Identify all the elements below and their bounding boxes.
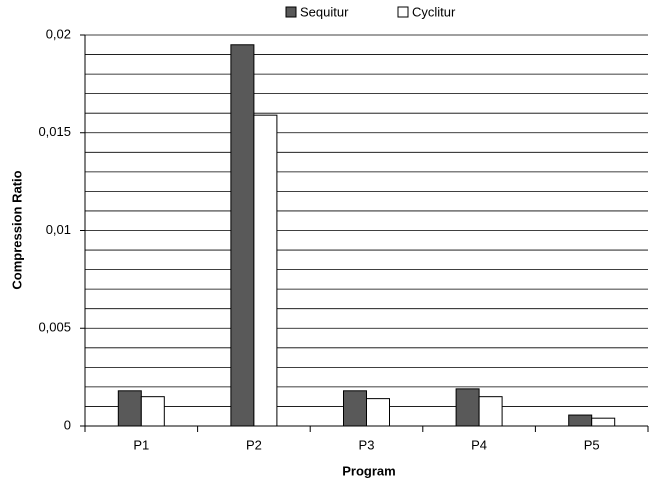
- legend-swatch: [285, 6, 297, 18]
- legend-swatch: [397, 6, 409, 18]
- legend-label: Sequitur: [300, 4, 349, 19]
- bar: [117, 390, 142, 427]
- y-tick-label: 0,01: [46, 222, 71, 237]
- bar: [343, 390, 367, 427]
- bar: [478, 396, 503, 427]
- legend-label: Cyclitur: [412, 4, 456, 19]
- x-tick-label: P1: [133, 437, 149, 452]
- bar: [140, 396, 165, 427]
- bar: [591, 417, 616, 427]
- bar: [366, 398, 390, 427]
- bar: [230, 44, 255, 427]
- y-tick-label: 0: [64, 417, 71, 432]
- x-tick-label: P4: [471, 437, 487, 452]
- x-tick-label: P2: [246, 437, 262, 452]
- bar: [455, 388, 480, 427]
- y-axis-label: Compression Ratio: [9, 170, 24, 289]
- x-axis-label: Program: [342, 463, 395, 478]
- y-tick-label: 0,005: [38, 320, 71, 335]
- bar: [253, 114, 278, 427]
- x-tick-label: P5: [584, 437, 600, 452]
- y-tick-label: 0,02: [46, 26, 71, 41]
- y-tick-label: 0,015: [38, 124, 71, 139]
- x-tick-label: P3: [359, 437, 375, 452]
- bar: [568, 414, 593, 427]
